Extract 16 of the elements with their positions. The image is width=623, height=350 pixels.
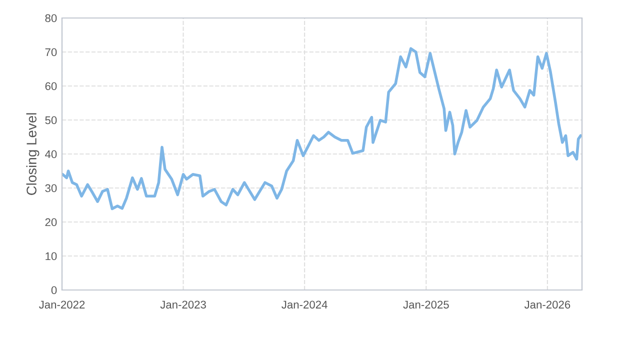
- y-tick-label: 0: [51, 286, 57, 294]
- x-tick-label: Jan-2024: [282, 300, 328, 309]
- y-tick-label: 60: [45, 82, 57, 90]
- y-axis-title: Closing Level: [26, 113, 40, 195]
- x-tick-label: Jan-2023: [160, 300, 206, 309]
- y-tick-label: 80: [45, 14, 57, 22]
- y-tick-label: 50: [45, 116, 57, 124]
- y-tick-label: 30: [45, 184, 57, 192]
- line-series: [62, 47, 582, 210]
- x-tick-label: Jan-2026: [524, 300, 570, 309]
- y-tick-label: 40: [45, 150, 57, 158]
- y-tick-label: 70: [45, 48, 57, 56]
- y-tick-label: 10: [46, 252, 57, 260]
- x-tick-label: Jan-2025: [403, 300, 449, 309]
- y-tick-label: 20: [45, 218, 57, 226]
- x-tick-label: Jan-2022: [39, 300, 85, 309]
